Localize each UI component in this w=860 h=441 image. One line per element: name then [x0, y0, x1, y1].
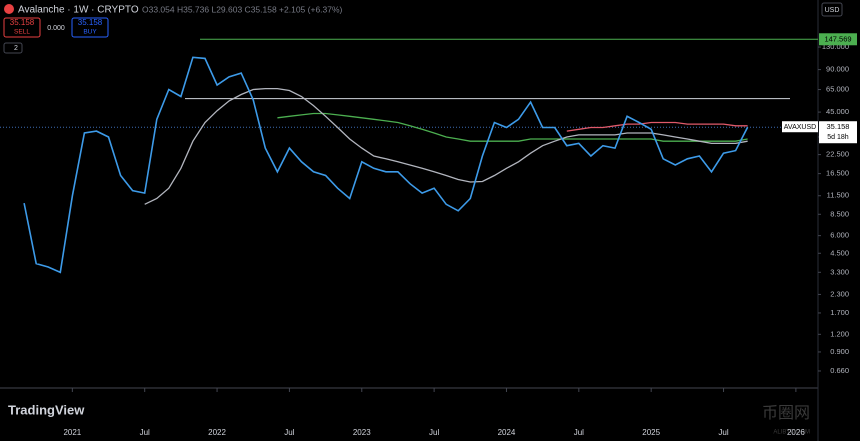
price-line	[277, 112, 748, 142]
symbol-badge-label: AVAXUSD	[784, 124, 816, 131]
y-tick-label: 16.500	[826, 169, 849, 178]
y-tick-label: 2.300	[830, 289, 849, 298]
y-tick-label: 65.000	[826, 85, 849, 94]
indicator-toggle[interactable]	[3, 42, 23, 54]
x-tick-label: Jul	[718, 428, 728, 437]
buy-button[interactable]	[71, 17, 109, 38]
y-tick-label: 90.000	[826, 65, 849, 74]
x-tick-label: Jul	[429, 428, 439, 437]
sell-price[interactable]: 35.158	[10, 18, 35, 27]
y-tick-label: 8.500	[830, 209, 849, 218]
symbol-logo	[4, 4, 14, 14]
ohlc: O33.054 H35.736 L29.603 C35.158 +2.105 (…	[142, 4, 343, 14]
spread: 0.000	[47, 25, 65, 32]
x-tick-label: 2023	[353, 428, 371, 437]
x-tick-label: 2022	[208, 428, 226, 437]
x-tick-label: Jul	[574, 428, 584, 437]
symbol-badge	[782, 121, 818, 133]
x-tick-label: Jul	[284, 428, 294, 437]
price-line	[144, 87, 748, 205]
x-tick-label: 2026	[787, 428, 805, 437]
y-tick-label: 1.200	[830, 329, 849, 338]
x-tick-label: 2024	[498, 428, 516, 437]
y-tick-label: 45.000	[826, 107, 849, 116]
indicator-count[interactable]: 2	[14, 45, 18, 52]
x-tick-label: 2025	[642, 428, 660, 437]
y-tick-label: 22.500	[826, 150, 849, 159]
y-tick-label: 130.000	[822, 42, 849, 51]
x-tick-label: 2021	[63, 428, 81, 437]
y-tick-label: 4.500	[830, 248, 849, 257]
price-line	[566, 121, 748, 132]
x-tick-label: Jul	[140, 428, 150, 437]
last-price-label: 35.158	[827, 122, 850, 131]
last-price-badge	[819, 121, 857, 144]
price-badge	[819, 33, 857, 46]
y-tick-label: 3.300	[830, 267, 849, 276]
buy-label[interactable]: BUY	[83, 29, 97, 36]
countdown: 5d 18h	[827, 134, 849, 141]
sell-button[interactable]	[3, 17, 41, 38]
buy-price[interactable]: 35.158	[78, 18, 103, 27]
y-tick-label: 0.660	[830, 366, 849, 375]
sell-label[interactable]: SELL	[14, 29, 30, 36]
price-badge-label: 147.569	[824, 34, 851, 43]
brand: TradingView	[8, 402, 85, 417]
price-line	[23, 56, 749, 274]
y-tick-label: 1.700	[830, 308, 849, 317]
symbol-title[interactable]: Avalanche · 1W · CRYPTO	[18, 5, 139, 16]
currency[interactable]: USD	[825, 7, 840, 14]
y-tick-label: 11.500	[827, 191, 849, 200]
watermark: 币圈网	[762, 404, 810, 422]
y-tick-label: 6.000	[830, 231, 849, 240]
watermark-site: ALIBTC.COM	[773, 430, 810, 436]
currency-button[interactable]	[821, 2, 843, 17]
y-tick-label: 0.900	[830, 347, 849, 356]
